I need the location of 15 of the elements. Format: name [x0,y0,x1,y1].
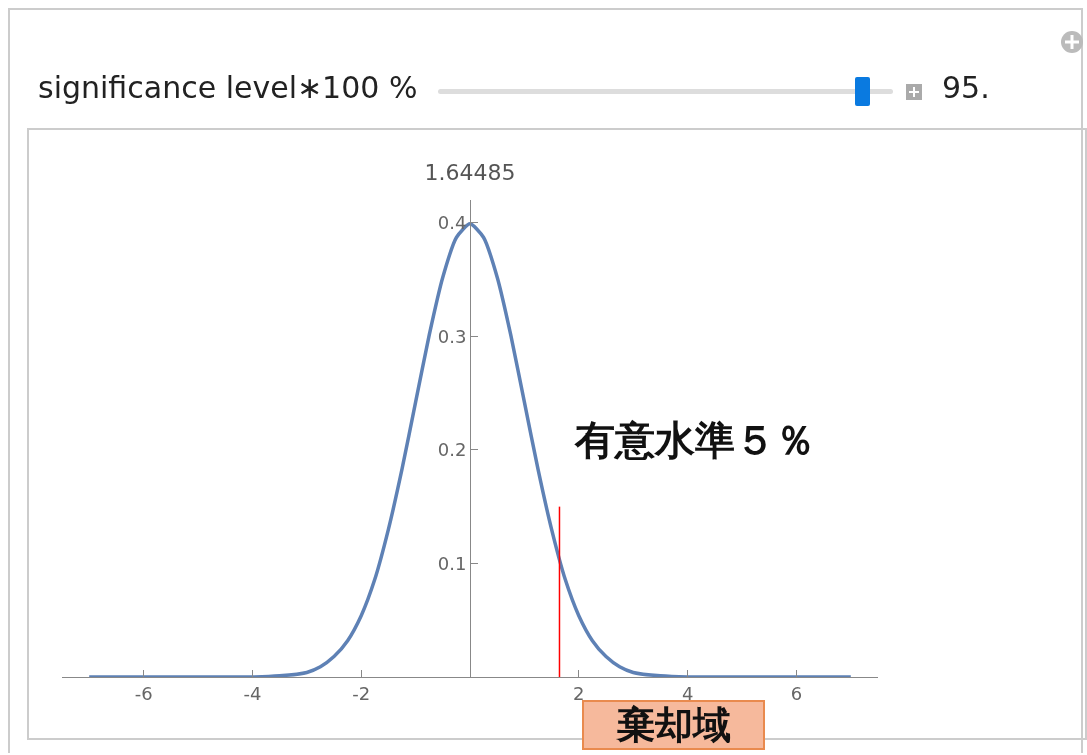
text: 棄却域 [616,703,731,747]
x-tick-label: 6 [790,682,803,704]
x-tick-label: -2 [352,682,371,704]
y-tick-label: 0.1 [437,552,467,574]
annotation: 有意水準５％ [575,416,815,465]
x-tick-label: -6 [134,682,153,704]
y-tick-label: 0.3 [437,325,467,347]
text: 95. [942,70,990,105]
text: significance level∗100 % [38,70,418,105]
x-tick-label: 2 [573,682,585,704]
x-tick-label: -4 [243,682,262,704]
y-tick-label: 0.2 [437,439,467,461]
y-tick-label: 0.4 [437,212,467,234]
chart-title: 1.64485 [424,160,516,186]
x-tick-label: 4 [681,682,694,704]
